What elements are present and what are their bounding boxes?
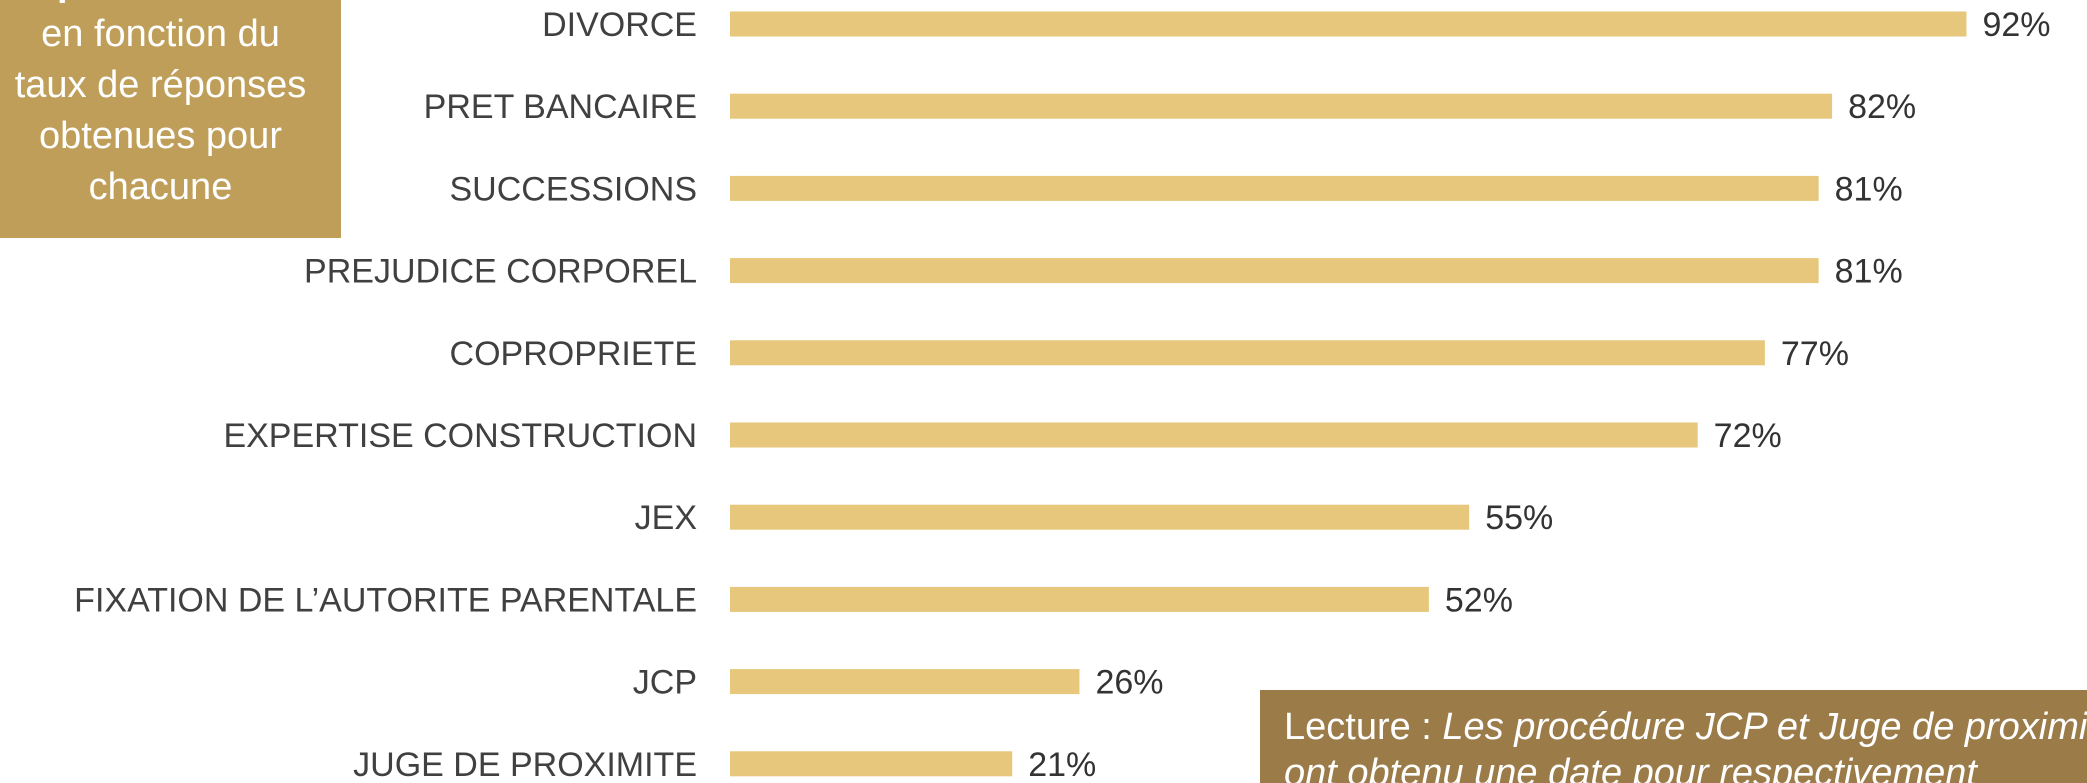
bar bbox=[730, 422, 1698, 448]
value-label: 26% bbox=[1095, 664, 1163, 702]
value-label: 77% bbox=[1781, 335, 1849, 373]
category-label: JEX bbox=[635, 499, 697, 537]
bar bbox=[730, 751, 1013, 777]
category-label: EXPERTISE CONSTRUCTION bbox=[223, 417, 697, 455]
bar bbox=[730, 669, 1080, 695]
value-label: 72% bbox=[1714, 417, 1782, 455]
bar bbox=[730, 504, 1470, 530]
bar bbox=[730, 11, 1967, 37]
reading-note-line-1: Lecture : Les procédure JCP et Juge de p… bbox=[1284, 704, 2087, 750]
value-label: 52% bbox=[1445, 581, 1513, 619]
reading-note-box: Lecture : Les procédure JCP et Juge de p… bbox=[1260, 690, 2087, 783]
side-box-line-1: procédures bbox=[0, 0, 341, 9]
category-label: JCP bbox=[633, 664, 697, 702]
side-description-box: procédures en fonction du taux de répons… bbox=[0, 0, 341, 238]
category-label: COPROPRIETE bbox=[450, 335, 697, 373]
value-label: 55% bbox=[1485, 499, 1553, 537]
side-box-line-2: en fonction du bbox=[41, 13, 280, 55]
side-box-line-3: taux de réponses bbox=[14, 64, 307, 106]
bar bbox=[730, 586, 1429, 612]
reading-note-text-1: Les procédure JCP et Juge de proximité bbox=[1442, 706, 2087, 748]
category-label: PREJUDICE CORPOREL bbox=[304, 253, 697, 291]
category-label: PRET BANCAIRE bbox=[424, 88, 697, 126]
bar bbox=[730, 175, 1819, 201]
category-label: JUGE DE PROXIMITE bbox=[353, 746, 697, 783]
side-box-line-4: obtenues pour bbox=[39, 115, 282, 157]
reading-note-text-2: ont obtenu une date pour respectivement bbox=[1284, 752, 1977, 783]
bar bbox=[730, 340, 1765, 366]
value-label: 82% bbox=[1848, 88, 1916, 126]
side-box-line-5: chacune bbox=[88, 166, 233, 208]
category-label: DIVORCE bbox=[542, 6, 697, 44]
value-label: 92% bbox=[1982, 6, 2050, 44]
value-label: 21% bbox=[1028, 746, 1096, 783]
reading-note-lead: Lecture : bbox=[1284, 706, 1443, 748]
category-label: SUCCESSIONS bbox=[450, 170, 698, 208]
value-label: 81% bbox=[1835, 253, 1903, 291]
category-label: FIXATION DE L’AUTORITE PARENTALE bbox=[74, 581, 697, 619]
bar bbox=[730, 93, 1833, 119]
value-label: 81% bbox=[1835, 170, 1903, 208]
bar bbox=[730, 258, 1819, 284]
